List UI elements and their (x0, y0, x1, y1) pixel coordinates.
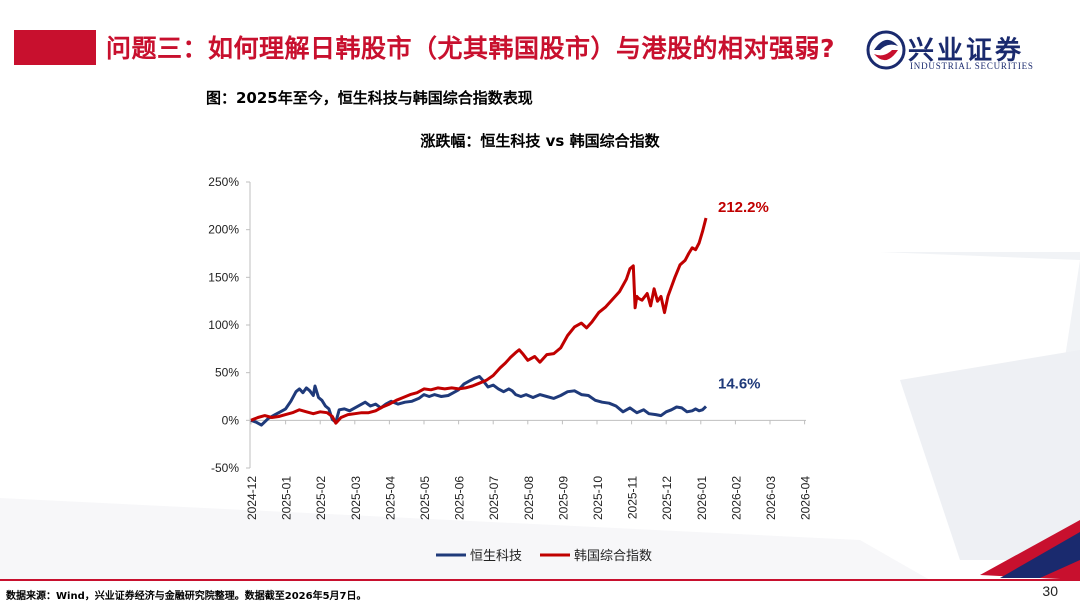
series-end-label: 212.2% (718, 199, 769, 216)
y-tick-label: 0% (222, 413, 240, 427)
x-tick-label: 2025-03 (349, 476, 363, 520)
x-tick-label: 2025-08 (522, 476, 536, 520)
x-tick-label: 2025-01 (280, 476, 294, 520)
x-tick-label: 2025-05 (418, 476, 432, 520)
deco-shape-mid (900, 350, 1080, 560)
title-accent-bar (14, 30, 96, 65)
y-tick-label: 200% (208, 223, 239, 237)
y-tick-label: 250% (208, 175, 239, 189)
x-tick-label: 2026-01 (695, 476, 709, 520)
x-tick-label: 2024-12 (245, 476, 259, 520)
y-tick-label: 100% (208, 318, 239, 332)
deco-shape-bottom (0, 498, 930, 580)
y-tick-label: 150% (208, 270, 239, 284)
company-logo: 兴业证券 INDUSTRIAL SECURITIES (866, 28, 1066, 76)
page-title: 问题三：如何理解日韩股市（尤其韩国股市）与港股的相对强弱? (106, 34, 836, 63)
page-number: 30 (1042, 583, 1058, 599)
x-tick-label: 2026-02 (729, 476, 743, 520)
x-tick-label: 2026-04 (799, 476, 813, 520)
x-tick-label: 2025-06 (453, 476, 467, 520)
y-tick-label: -50% (211, 461, 239, 475)
x-tick-label: 2025-11 (626, 476, 640, 519)
x-tick-label: 2025-12 (660, 476, 674, 520)
x-tick-label: 2026-03 (764, 476, 778, 520)
series-line (250, 217, 708, 425)
x-tick-label: 2025-02 (314, 476, 328, 520)
legend-label: 韩国综合指数 (574, 549, 652, 564)
x-tick-label: 2025-09 (556, 476, 570, 520)
y-tick-label: 50% (215, 366, 239, 380)
x-tick-label: 2025-10 (591, 476, 605, 520)
figure-caption: 图：2025年至今，恒生科技与韩国综合指数表现 (206, 89, 533, 107)
logo-emblem-icon (866, 30, 906, 70)
line-chart: -50% 0% 50% 100% 150% 200% 250% 2024-12 2025-01 2… (208, 175, 813, 564)
chart-title: 涨跌幅：恒生科技 vs 韩国综合指数 (420, 132, 660, 150)
series-end-label: 14.6% (718, 375, 761, 392)
x-tick-label: 2025-04 (383, 476, 397, 520)
footer-divider (0, 579, 1080, 581)
logo-chinese-text: 兴业证券 (908, 36, 1025, 66)
logo-english-text: INDUSTRIAL SECURITIES (910, 61, 1034, 71)
data-source-note: 数据来源：Wind，兴业证券经济与金融研究院整理。数据截至2026年5月7日。 (6, 591, 367, 602)
x-tick-label: 2025-07 (487, 476, 501, 520)
deco-navy-corner (1000, 532, 1080, 578)
series-line (250, 375, 708, 427)
legend-label: 恒生科技 (470, 549, 522, 564)
